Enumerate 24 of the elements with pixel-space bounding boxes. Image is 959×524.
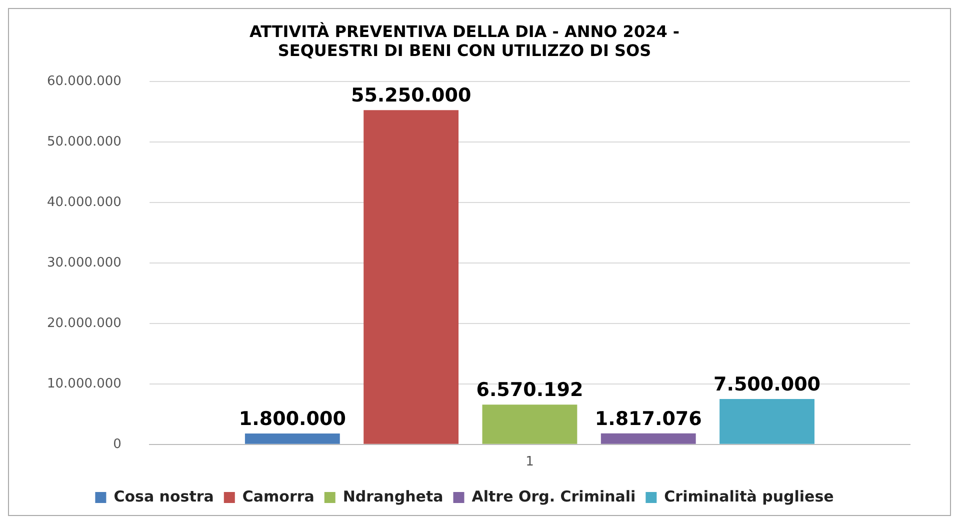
bar bbox=[244, 434, 340, 444]
y-tick-label: 30.000.000 bbox=[46, 255, 122, 270]
y-tick-label: 20.000.000 bbox=[46, 316, 122, 331]
y-tick-label: 40.000.000 bbox=[46, 194, 122, 210]
y-tick-label: 0 bbox=[113, 436, 122, 452]
legend-label: Criminalità pugliese bbox=[664, 487, 834, 506]
bar bbox=[482, 404, 578, 444]
legend-label: Cosa nostra bbox=[114, 487, 214, 506]
y-tick-label: 10.000.000 bbox=[46, 376, 122, 392]
data-label: 1.800.000 bbox=[238, 408, 346, 430]
legend-label: Camorra bbox=[242, 487, 314, 506]
legend-label: Altre Org. Criminali bbox=[472, 487, 636, 506]
y-tick-label: 60.000.000 bbox=[46, 74, 122, 89]
data-label: 6.570.192 bbox=[476, 379, 584, 402]
data-label: 1.817.076 bbox=[594, 408, 702, 430]
bar bbox=[600, 433, 696, 444]
y-tick-label: 50.000.000 bbox=[46, 134, 122, 150]
data-label: 7.500.000 bbox=[714, 373, 821, 396]
x-tick-label: 1 bbox=[526, 454, 534, 470]
legend-label: Ndrangheta bbox=[342, 487, 444, 506]
data-label: 55.250.000 bbox=[350, 84, 472, 107]
bar bbox=[720, 399, 814, 444]
chart-title: ATTIVITÀ PREVENTIVA DELLA DIA - ANNO 2024 - SEQUESTRI DI BENI CON UTILIZZO DI SOS bbox=[249, 22, 680, 60]
bar bbox=[364, 110, 459, 444]
